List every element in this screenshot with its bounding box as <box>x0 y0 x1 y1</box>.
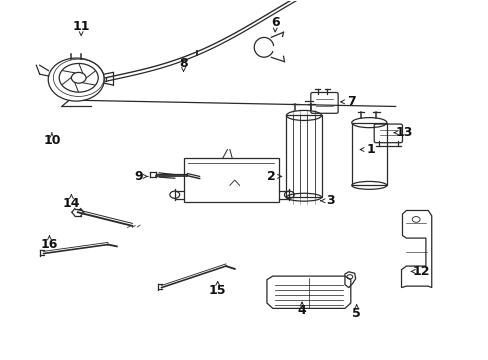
Text: 13: 13 <box>395 126 412 139</box>
Text: 8: 8 <box>179 57 187 70</box>
Text: 15: 15 <box>208 284 226 297</box>
Text: 4: 4 <box>297 305 306 318</box>
Bar <box>286 116 321 197</box>
Text: 16: 16 <box>41 238 58 251</box>
Bar <box>351 123 386 185</box>
Bar <box>183 158 278 202</box>
Text: 1: 1 <box>366 143 375 156</box>
Text: 9: 9 <box>134 170 142 183</box>
Text: 7: 7 <box>346 95 355 108</box>
Text: 2: 2 <box>266 170 275 183</box>
Text: 11: 11 <box>72 20 90 33</box>
Text: 12: 12 <box>411 265 429 278</box>
Text: 10: 10 <box>43 134 61 147</box>
Text: 6: 6 <box>270 17 279 30</box>
Text: 14: 14 <box>62 197 80 210</box>
Text: 5: 5 <box>351 307 360 320</box>
Text: 3: 3 <box>325 194 334 207</box>
